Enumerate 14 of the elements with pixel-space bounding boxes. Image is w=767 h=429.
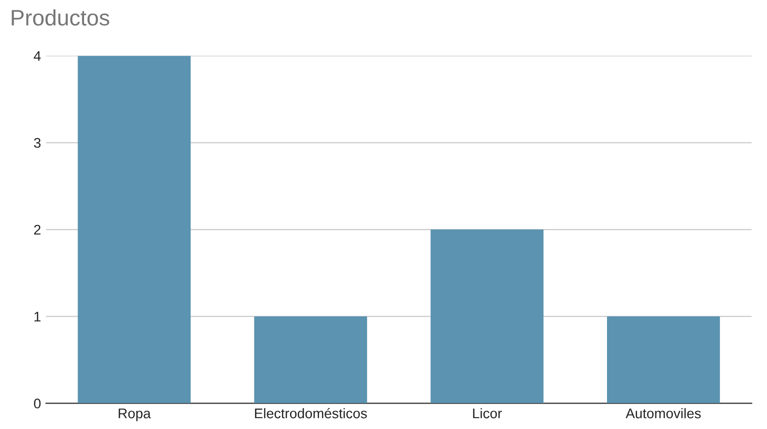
x-tick-label: Automoviles	[626, 408, 701, 418]
bar	[430, 230, 544, 404]
y-tick-label: 2	[34, 224, 40, 235]
x-tick-label: Licor	[473, 408, 502, 418]
x-tick-label: Ropa	[118, 408, 151, 422]
bar	[607, 316, 720, 404]
y-tick-label: 0	[34, 398, 41, 408]
y-tick-label: 3	[34, 138, 41, 148]
x-tick-label: Electrodomésticos	[255, 408, 367, 418]
bar	[78, 56, 191, 404]
chart-title: Productos	[12, 9, 110, 26]
bar	[254, 316, 368, 404]
y-tick-label: 4	[34, 51, 41, 61]
y-tick-label: 1	[34, 312, 40, 322]
